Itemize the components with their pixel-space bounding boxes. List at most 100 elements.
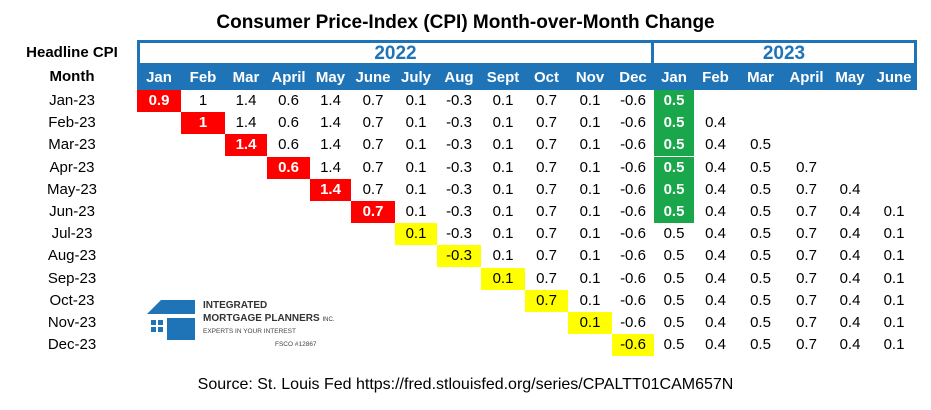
cell-apr-23-feb-2023: 0.4 [705, 158, 726, 176]
cell-oct-23-mar-2023: 0.5 [750, 291, 771, 309]
cell-sep-23-jan-2023: 0.5 [663, 269, 685, 287]
cell-sep-23-nov-2022: 0.1 [579, 269, 601, 287]
row-label-dec-23: Dec-23 [47, 336, 97, 354]
cell-may-23-may-2023: 0.4 [839, 180, 861, 198]
cell-may-23-aug-2022: -0.3 [446, 180, 472, 198]
column-header-nov-2022: Nov [575, 69, 605, 86]
cell-feb-23-jan-2023: 0.5 [654, 112, 694, 135]
cell-dec-23-june-2023: 0.1 [883, 336, 905, 354]
cell-jun-23-sept-2022: 0.1 [492, 203, 514, 220]
row-label-jul-23: Jul-23 [51, 225, 93, 243]
cell-jan-23-aug-2022: -0.3 [446, 92, 472, 109]
column-header-april-2022: April [271, 69, 306, 86]
cell-feb-23-april-2022: 0.6 [278, 114, 299, 132]
column-header-feb-2022: Feb [189, 69, 217, 86]
row-label-mar-23: Mar-23 [48, 136, 96, 154]
cell-sep-23-oct-2022: 0.7 [536, 269, 557, 287]
source-note: Source: St. Louis Fed https://fred.stlou… [197, 376, 734, 393]
house-icon [147, 300, 195, 340]
column-header-mar-2022: Mar [232, 69, 260, 86]
cell-apr-23-aug-2022: -0.3 [446, 158, 472, 176]
cell-sep-23-sept-2022: 0.1 [481, 267, 525, 290]
year-2023: 2023 [651, 40, 917, 66]
cell-jul-23-july-2022: 0.1 [395, 223, 437, 246]
cell-mar-23-sept-2022: 0.1 [492, 136, 514, 154]
cell-jul-23-jan-2023: 0.5 [663, 225, 685, 243]
logo-tagline: EXPERTS IN YOUR INTEREST [203, 328, 296, 335]
column-header-may-2023: May [835, 69, 865, 86]
row-label-feb-23: Feb-23 [48, 114, 96, 132]
column-header-oct-2022: Oct [533, 69, 559, 86]
cell-aug-23-nov-2022: 0.1 [579, 247, 601, 265]
cell-mar-23-july-2022: 0.1 [405, 136, 427, 154]
cell-oct-23-june-2023: 0.1 [883, 291, 905, 309]
header-label-month: Month [49, 68, 95, 85]
cell-may-23-july-2022: 0.1 [405, 180, 427, 198]
cell-jun-23-aug-2022: -0.3 [446, 203, 472, 220]
cell-jan-23-july-2022: 0.1 [405, 92, 427, 109]
row-label-may-23: May-23 [46, 180, 98, 198]
cell-may-23-jan-2023: 0.5 [654, 178, 694, 201]
cell-apr-23-sept-2022: 0.1 [492, 158, 514, 176]
cell-jul-23-mar-2023: 0.5 [750, 225, 771, 243]
cell-nov-23-may-2023: 0.4 [839, 314, 861, 331]
cell-apr-23-june-2022: 0.7 [362, 158, 384, 176]
cell-oct-23-may-2023: 0.4 [839, 291, 861, 309]
cell-feb-23-feb-2023: 0.4 [705, 114, 726, 132]
cell-oct-23-oct-2022: 0.7 [525, 289, 568, 312]
company-logo: INTEGRATED MORTGAGE PLANNERS INC. EXPERT… [147, 296, 347, 352]
logo-license: FSCO #12867 [275, 341, 317, 348]
cell-jan-23-jan-2022: 0.9 [137, 90, 181, 112]
cell-jul-23-nov-2022: 0.1 [579, 225, 601, 243]
cell-mar-23-june-2022: 0.7 [362, 136, 384, 154]
cell-jun-23-april-2023: 0.7 [796, 203, 817, 220]
cell-dec-23-april-2023: 0.7 [796, 336, 817, 354]
cell-dec-23-feb-2023: 0.4 [705, 336, 726, 354]
cell-apr-23-nov-2022: 0.1 [579, 158, 601, 176]
cell-may-23-april-2023: 0.7 [796, 180, 817, 198]
cell-jun-23-jan-2023: 0.5 [654, 201, 694, 223]
cell-jul-23-oct-2022: 0.7 [536, 225, 557, 243]
cell-sep-23-april-2023: 0.7 [796, 269, 817, 287]
column-header-sept-2022: Sept [486, 69, 520, 86]
cell-aug-23-feb-2023: 0.4 [705, 247, 726, 265]
cell-aug-23-april-2023: 0.7 [796, 247, 817, 265]
month-header-bar [137, 66, 917, 90]
cell-jan-23-feb-2022: 1 [198, 92, 208, 109]
cell-feb-23-feb-2022: 1 [181, 112, 225, 135]
cell-oct-23-feb-2023: 0.4 [705, 291, 726, 309]
cell-nov-23-april-2023: 0.7 [796, 314, 817, 331]
cell-mar-23-oct-2022: 0.7 [536, 136, 557, 154]
cell-may-23-sept-2022: 0.1 [492, 180, 514, 198]
cell-mar-23-mar-2023: 0.5 [750, 136, 771, 154]
cell-feb-23-june-2022: 0.7 [362, 114, 384, 132]
cell-apr-23-july-2022: 0.1 [405, 158, 427, 176]
cell-oct-23-nov-2022: 0.1 [579, 291, 601, 309]
cell-may-23-june-2022: 0.7 [362, 180, 384, 198]
cell-jan-23-june-2022: 0.7 [362, 92, 384, 109]
row-label-apr-23: Apr-23 [49, 158, 95, 176]
cell-jul-23-may-2023: 0.4 [839, 225, 861, 243]
cell-mar-23-nov-2022: 0.1 [579, 136, 601, 154]
cell-apr-23-jan-2023: 0.5 [654, 156, 694, 179]
cell-jun-23-mar-2023: 0.5 [750, 203, 771, 220]
cell-sep-23-feb-2023: 0.4 [705, 269, 726, 287]
cell-jun-23-june-2022: 0.7 [351, 201, 395, 223]
cell-nov-23-dec-2022: -0.6 [620, 314, 646, 331]
column-header-june-2023: June [876, 69, 912, 86]
cell-sep-23-may-2023: 0.4 [839, 269, 861, 287]
cell-jan-23-nov-2022: 0.1 [579, 92, 601, 109]
cell-jan-23-may-2022: 1.4 [320, 92, 341, 109]
cell-dec-23-jan-2023: 0.5 [663, 336, 685, 354]
header-label-headline-cpi: Headline CPI [26, 44, 118, 61]
cell-mar-23-mar-2022: 1.4 [225, 134, 267, 157]
cell-nov-23-jan-2023: 0.5 [663, 314, 685, 331]
cell-mar-23-feb-2023: 0.4 [705, 136, 726, 154]
cell-jan-23-oct-2022: 0.7 [536, 92, 557, 109]
cell-apr-23-oct-2022: 0.7 [536, 158, 557, 176]
cell-feb-23-sept-2022: 0.1 [492, 114, 514, 132]
cell-jan-23-dec-2022: -0.6 [620, 92, 646, 109]
cell-feb-23-aug-2022: -0.3 [446, 114, 472, 132]
cell-jul-23-dec-2022: -0.6 [620, 225, 646, 243]
row-label-oct-23: Oct-23 [49, 291, 95, 309]
